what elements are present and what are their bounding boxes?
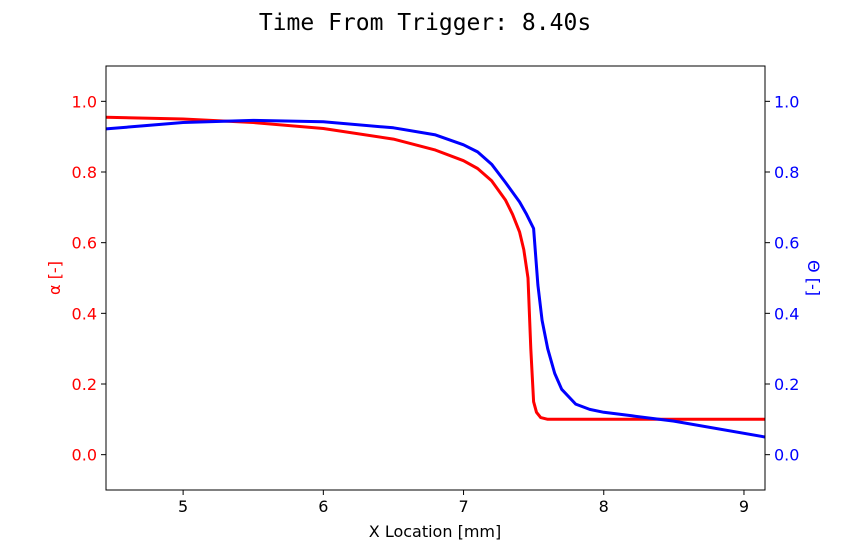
right-y-axis-label: Θ [-] — [804, 260, 823, 296]
x-tick-label: 5 — [178, 497, 188, 516]
left-y-tick-label: 0.8 — [72, 163, 97, 182]
left-y-tick-label: 1.0 — [72, 92, 97, 111]
alpha-series-line — [106, 115, 765, 421]
left-y-tick-label: 0.2 — [72, 375, 97, 394]
right-y-tick-label: 0.8 — [774, 163, 799, 182]
left-y-tick-label: 0.6 — [72, 234, 97, 253]
right-y-tick-label: 0.4 — [774, 304, 799, 323]
x-tick-label: 9 — [739, 497, 749, 516]
x-axis-label: X Location [mm] — [369, 522, 501, 541]
axes-layer: 5 6 7 8 9 0.0 0.2 0.4 0.6 0.8 1.0 0.0 0.2 0.4 0.6 0.8 1.… — [72, 92, 800, 516]
series-layer — [106, 115, 765, 439]
right-y-tick-label: 0.6 — [774, 234, 799, 253]
x-tick-label: 6 — [318, 497, 328, 516]
x-tick-label: 7 — [458, 497, 468, 516]
plot-frame — [105, 65, 766, 491]
left-y-axis-label: α [-] — [45, 261, 64, 295]
left-y-tick-label: 0.0 — [72, 446, 97, 465]
x-tick-label: 8 — [599, 497, 609, 516]
theta-series-line — [106, 118, 765, 439]
left-y-tick-label: 0.4 — [72, 304, 97, 323]
right-y-tick-label: 1.0 — [774, 92, 799, 111]
right-y-tick-label: 0.2 — [774, 375, 799, 394]
chart-title: Time From Trigger: 8.40s — [259, 10, 591, 36]
right-y-tick-label: 0.0 — [774, 446, 799, 465]
